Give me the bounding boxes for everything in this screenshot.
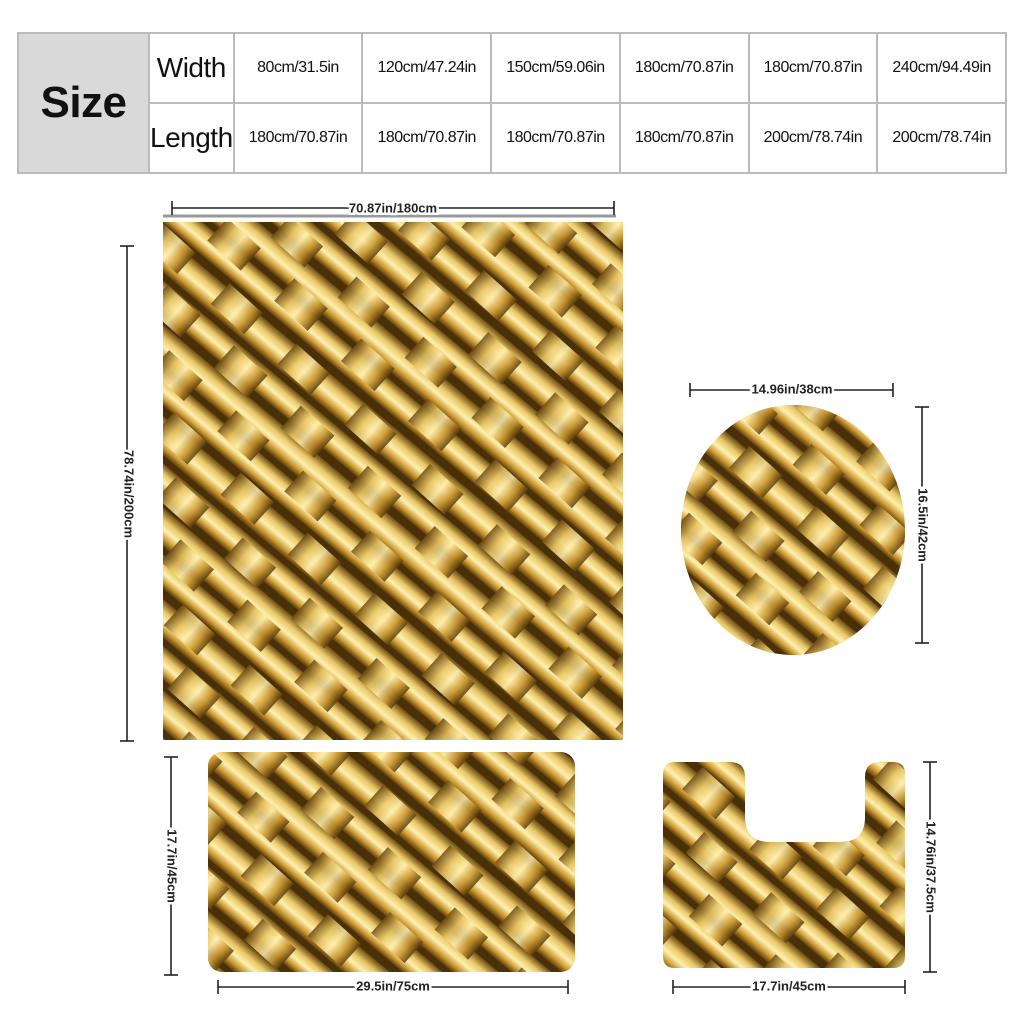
row-label: Width	[148, 32, 235, 104]
size-cell: 240cm/94.49in	[876, 32, 1007, 104]
size-cell: 200cm/78.74in	[747, 102, 879, 174]
contour-mat-width-label: 17.7in/45cm	[752, 978, 826, 993]
table-row: Length 180cm/70.87in 180cm/70.87in 180cm/70…	[18, 102, 1007, 174]
size-cell: 180cm/70.87in	[618, 32, 750, 104]
toilet-lid-cover	[681, 405, 905, 655]
size-cell: 200cm/78.74in	[876, 102, 1007, 174]
lid-height-label: 16.5in/42cm	[916, 488, 931, 562]
contour-mat	[663, 762, 905, 968]
size-cell: 180cm/70.87in	[361, 102, 493, 174]
contour-mat-height-label: 14.76in/37.5cm	[924, 821, 939, 913]
size-header: Size	[17, 32, 150, 174]
curtain-width-label: 70.87in/180cm	[349, 200, 437, 215]
bath-mat-width-label: 29.5in/75cm	[356, 978, 430, 993]
size-cell: 180cm/70.87in	[747, 32, 879, 104]
curtain-height-label: 78.74in/200cm	[122, 450, 137, 538]
size-cell: 180cm/70.87in	[490, 102, 621, 174]
size-cell: 80cm/31.5in	[232, 32, 364, 104]
size-cell: 120cm/47.24in	[361, 32, 493, 104]
row-label: Length	[148, 102, 235, 174]
dimension-lines	[120, 201, 937, 994]
size-cell: 180cm/70.87in	[232, 102, 364, 174]
shower-curtain	[163, 214, 623, 740]
size-table: Size Width 80cm/31.5in 120cm/47.24in 150cm/5…	[17, 32, 1007, 174]
size-cell: 180cm/70.87in	[618, 102, 750, 174]
table-row: Size Width 80cm/31.5in 120cm/47.24in 150cm/5…	[17, 32, 1007, 174]
size-cell: 150cm/59.06in	[490, 32, 621, 104]
lid-width-label: 14.96in/38cm	[752, 381, 833, 396]
bath-mat	[208, 752, 575, 972]
bath-mat-height-label: 17.7in/45cm	[165, 829, 180, 903]
